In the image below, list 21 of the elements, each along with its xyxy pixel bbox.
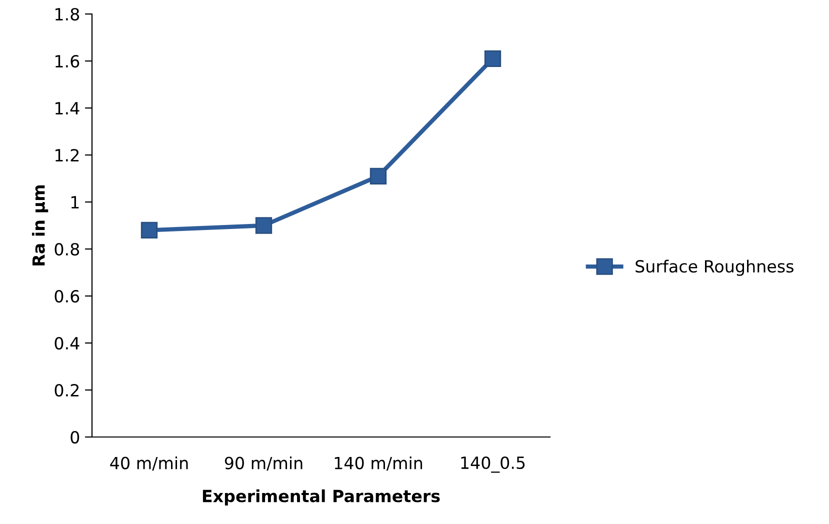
x-tick-label: 140 m/min: [334, 456, 422, 471]
y-tick-label: 0.4: [54, 336, 80, 350]
y-tick-label: 1.4: [56, 102, 80, 114]
point: [484, 50, 502, 67]
point: [255, 217, 272, 234]
y-tick-label: 1.2: [56, 148, 79, 162]
y-tick-label: 0.8: [54, 242, 80, 256]
point: [370, 168, 387, 184]
x-axis-title: Experimental Parameters: [202, 489, 440, 506]
y-tick-label: 0.6: [54, 290, 80, 303]
y-tick-label: 1.8: [56, 8, 80, 21]
x-tick-label: 90 m/min: [224, 456, 302, 471]
y-tick-label: 0.2: [54, 384, 79, 397]
point: [140, 222, 158, 239]
y-tick-label: 0: [70, 430, 80, 444]
x-tick-label: 140_0.5: [461, 456, 525, 473]
legend-label: Surface Roughness: [636, 260, 794, 276]
y-tick-label: 1.6: [56, 54, 80, 68]
y-tick-label: 1: [71, 196, 79, 208]
x-tick-label: 40 m/min: [110, 456, 188, 471]
y-axis-title: Ra in µm: [32, 185, 48, 266]
